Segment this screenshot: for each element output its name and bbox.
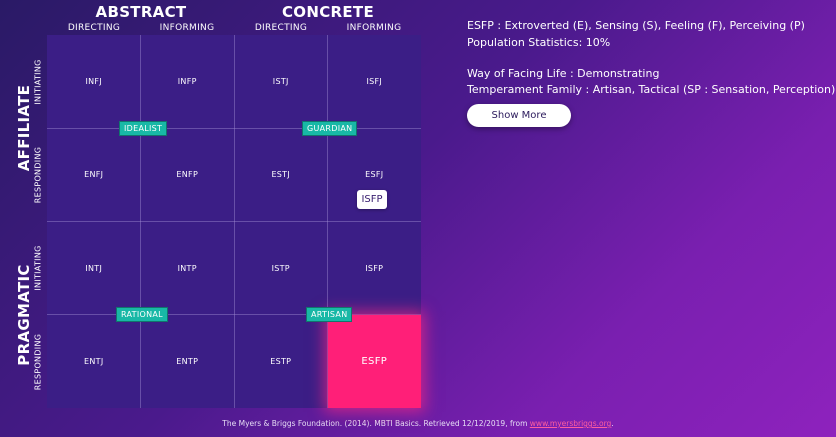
row-head-initiating-pragmatic: INITIATING	[33, 245, 43, 291]
temperament-tag-rational: RATIONAL	[116, 307, 168, 322]
cell-enfp[interactable]: ENFP	[176, 170, 199, 180]
header-affiliate: AFFILIATE	[15, 84, 33, 172]
row-head-responding-pragmatic: RESPONDING	[33, 333, 43, 391]
floating-type-tag[interactable]: ISFP	[357, 190, 387, 209]
grid-divider	[47, 128, 421, 129]
cell-entp[interactable]: ENTP	[176, 356, 199, 366]
grid-divider	[327, 35, 328, 408]
temperament-tag-idealist: IDEALIST	[119, 121, 168, 136]
show-more-button[interactable]: Show More	[467, 104, 571, 127]
cell-isfj[interactable]: ISFJ	[366, 77, 383, 87]
cell-infp[interactable]: INFP	[177, 77, 197, 87]
mbti-grid: INFJ INFP ISTJ ISFJ ENFJ ENFP ESTJ ESFJ …	[47, 35, 421, 408]
cell-entj[interactable]: ENTJ	[84, 356, 104, 366]
cell-intp[interactable]: INTP	[177, 263, 197, 273]
cell-esfp-selected[interactable]: ESFP	[327, 314, 421, 408]
col-head-informing-abstract: INFORMING	[159, 23, 215, 33]
cell-intj[interactable]: INTJ	[85, 263, 103, 273]
header-pragmatic: PRAGMATIC	[15, 264, 33, 366]
col-head-directing-concrete: DIRECTING	[254, 23, 308, 33]
info-type-description: ESFP : Extroverted (E), Sensing (S), Fee…	[467, 19, 805, 32]
row-head-responding-affiliate: RESPONDING	[33, 146, 43, 204]
grid-divider	[234, 35, 235, 408]
cell-infj[interactable]: INFJ	[85, 77, 102, 87]
citation-text: The Myers & Briggs Foundation. (2014). M…	[222, 419, 530, 428]
info-way-of-facing-life: Way of Facing Life : Demonstrating	[467, 67, 660, 80]
grid-divider	[47, 221, 421, 222]
info-temperament-family: Temperament Family : Artisan, Tactical (…	[467, 83, 836, 96]
cell-esfj[interactable]: ESFJ	[365, 170, 384, 180]
cell-isfp[interactable]: ISFP	[365, 263, 384, 273]
header-abstract: ABSTRACT	[95, 3, 187, 21]
citation-link[interactable]: www.myersbriggs.org	[529, 419, 612, 428]
col-head-directing-abstract: DIRECTING	[67, 23, 121, 33]
cell-istp[interactable]: ISTP	[271, 263, 290, 273]
grid-divider	[47, 314, 421, 315]
citation-end: .	[611, 419, 614, 428]
citation-footer: The Myers & Briggs Foundation. (2014). M…	[0, 419, 836, 428]
temperament-tag-guardian: GUARDIAN	[302, 121, 358, 136]
temperament-tag-artisan: ARTISAN	[306, 307, 353, 322]
grid-divider	[140, 35, 141, 408]
cell-estj[interactable]: ESTJ	[271, 170, 291, 180]
header-concrete: CONCRETE	[282, 3, 374, 21]
cell-istj[interactable]: ISTJ	[272, 77, 289, 87]
col-head-informing-concrete: INFORMING	[346, 23, 402, 33]
row-head-initiating-affiliate: INITIATING	[33, 59, 43, 105]
cell-estp[interactable]: ESTP	[270, 356, 292, 366]
info-population: Population Statistics: 10%	[467, 36, 611, 49]
cell-enfj[interactable]: ENFJ	[84, 170, 104, 180]
